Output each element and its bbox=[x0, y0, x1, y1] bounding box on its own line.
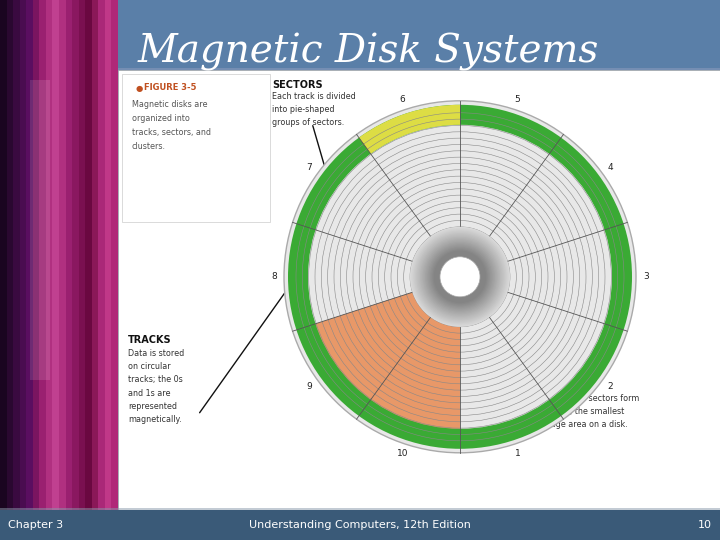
Text: 4: 4 bbox=[608, 163, 613, 172]
Bar bbox=[78, 0, 85, 540]
Text: 5: 5 bbox=[515, 96, 521, 104]
Text: ●: ● bbox=[136, 84, 143, 92]
Bar bbox=[46, 0, 53, 540]
Circle shape bbox=[424, 240, 496, 313]
Text: 10: 10 bbox=[698, 520, 712, 530]
Text: FIGURE 3-5: FIGURE 3-5 bbox=[144, 84, 197, 92]
Text: 8: 8 bbox=[271, 272, 277, 281]
Bar bbox=[33, 0, 40, 540]
Circle shape bbox=[420, 237, 500, 317]
Text: 2: 2 bbox=[608, 382, 613, 390]
Circle shape bbox=[410, 227, 510, 327]
Bar bbox=[91, 0, 99, 540]
Circle shape bbox=[415, 232, 505, 322]
Bar bbox=[118, 70, 720, 510]
Bar bbox=[66, 0, 72, 540]
Text: Data is stored
on circular
tracks; the 0s
and 1s are
represented
magnetically.: Data is stored on circular tracks; the 0… bbox=[128, 349, 184, 424]
Text: One or more sectors form
a cluster, the smallest
storage area on a disk.: One or more sectors form a cluster, the … bbox=[535, 394, 639, 429]
Circle shape bbox=[428, 244, 492, 309]
Text: 3: 3 bbox=[643, 272, 649, 281]
Bar bbox=[0, 510, 720, 540]
Wedge shape bbox=[359, 105, 460, 154]
Text: TRACKS: TRACKS bbox=[128, 335, 171, 345]
Circle shape bbox=[430, 247, 490, 307]
Text: SECTORS: SECTORS bbox=[272, 80, 323, 90]
Circle shape bbox=[428, 246, 491, 308]
Text: Each track is divided
into pie-shaped
groups of sectors.: Each track is divided into pie-shaped gr… bbox=[272, 92, 356, 127]
Bar bbox=[0, 508, 720, 510]
Circle shape bbox=[425, 242, 495, 312]
Circle shape bbox=[411, 228, 509, 326]
Bar bbox=[118, 0, 720, 70]
Text: 7: 7 bbox=[307, 163, 312, 172]
Bar bbox=[30, 80, 50, 380]
Bar bbox=[112, 0, 118, 540]
Circle shape bbox=[416, 233, 504, 321]
Bar bbox=[6, 0, 13, 540]
Bar bbox=[105, 0, 112, 540]
Circle shape bbox=[413, 230, 508, 325]
Circle shape bbox=[284, 101, 636, 453]
Circle shape bbox=[440, 257, 480, 297]
Text: 6: 6 bbox=[400, 96, 405, 104]
Circle shape bbox=[426, 243, 494, 310]
Circle shape bbox=[433, 251, 486, 303]
Circle shape bbox=[423, 239, 498, 314]
Bar bbox=[40, 0, 46, 540]
Bar bbox=[85, 0, 91, 540]
Bar bbox=[59, 0, 66, 540]
Bar bbox=[72, 0, 78, 540]
Wedge shape bbox=[302, 292, 460, 443]
Text: 9: 9 bbox=[307, 382, 312, 390]
Circle shape bbox=[431, 248, 489, 306]
Text: Magnetic Disk Systems: Magnetic Disk Systems bbox=[138, 33, 599, 71]
Bar bbox=[118, 68, 720, 70]
Bar bbox=[26, 0, 33, 540]
Circle shape bbox=[421, 238, 499, 315]
Text: CLUSTER: CLUSTER bbox=[535, 380, 584, 390]
Text: 10: 10 bbox=[397, 449, 408, 458]
Circle shape bbox=[433, 249, 487, 305]
Bar bbox=[122, 74, 270, 222]
Text: Chapter 3: Chapter 3 bbox=[8, 520, 63, 530]
Bar bbox=[13, 0, 19, 540]
Circle shape bbox=[418, 234, 503, 319]
Bar bbox=[19, 0, 26, 540]
Bar bbox=[99, 0, 105, 540]
Text: Understanding Computers, 12th Edition: Understanding Computers, 12th Edition bbox=[249, 520, 471, 530]
Text: 1: 1 bbox=[515, 449, 521, 458]
Text: Magnetic disks are
organized into
tracks, sectors, and
clusters.: Magnetic disks are organized into tracks… bbox=[132, 100, 211, 151]
Wedge shape bbox=[288, 105, 632, 449]
Circle shape bbox=[414, 231, 506, 323]
Bar bbox=[53, 0, 59, 540]
Bar bbox=[0, 0, 6, 540]
Circle shape bbox=[419, 235, 501, 318]
